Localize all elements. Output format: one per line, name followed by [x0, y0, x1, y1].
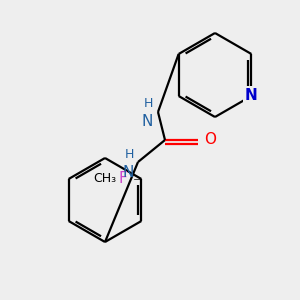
Text: H: H	[144, 97, 153, 110]
Text: H: H	[124, 148, 134, 161]
Text: CH₃: CH₃	[93, 172, 117, 185]
Text: N: N	[142, 114, 153, 129]
Text: O: O	[204, 133, 216, 148]
Text: N: N	[123, 165, 134, 180]
Text: N: N	[245, 88, 258, 104]
Text: F: F	[118, 172, 127, 187]
